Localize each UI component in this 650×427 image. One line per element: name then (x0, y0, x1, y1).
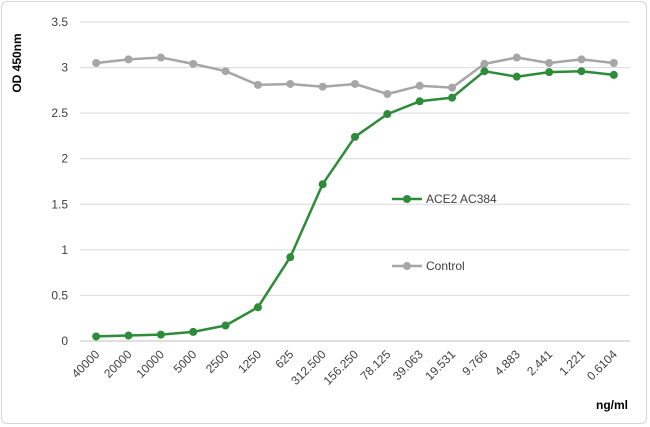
data-point-ace2-ac384 (577, 67, 586, 76)
data-point-control (253, 80, 262, 89)
x-tick-label: 1250 (235, 347, 264, 376)
data-point-control (545, 59, 554, 68)
data-point-control (92, 59, 101, 68)
data-point-ace2-ac384 (286, 253, 295, 262)
y-axis-title: OD 450nm (10, 33, 24, 92)
data-point-ace2-ac384 (448, 93, 457, 102)
legend-marker (403, 195, 411, 203)
data-point-control (286, 79, 295, 88)
x-tick-label: 2500 (203, 347, 232, 376)
data-point-control (512, 53, 521, 62)
gridlines (80, 21, 630, 342)
x-tick-label: 19.531 (422, 347, 458, 383)
data-point-control (415, 81, 424, 90)
data-point-ace2-ac384 (609, 70, 618, 79)
y-tick-label: 1.5 (51, 197, 68, 211)
data-point-control (383, 90, 392, 99)
x-tick-label: 9.766 (459, 347, 490, 378)
x-tick-label: 1.221 (556, 347, 587, 378)
legend: ACE2 AC384 Control (392, 192, 497, 273)
legend-label: Control (426, 259, 465, 273)
x-tick-label: 78.125 (358, 347, 394, 383)
data-point-ace2-ac384 (383, 110, 392, 119)
y-tick-label: 0.5 (51, 288, 68, 302)
x-tick-label: 5000 (171, 347, 200, 376)
x-tick-label: 625 (272, 347, 296, 371)
x-tick-label: 10000 (134, 347, 168, 381)
data-point-control (577, 55, 586, 64)
x-tick-label: 0.6104 (584, 347, 620, 383)
x-tick-label: 40000 (69, 347, 103, 381)
legend-marker (403, 262, 411, 270)
y-tick-label: 3.5 (51, 15, 68, 29)
x-tick-label: 4.883 (492, 347, 523, 378)
data-point-ace2-ac384 (318, 180, 327, 189)
data-point-ace2-ac384 (92, 332, 101, 341)
data-point-ace2-ac384 (512, 72, 521, 81)
data-point-control (189, 59, 198, 68)
data-point-ace2-ac384 (189, 327, 198, 336)
data-point-ace2-ac384 (156, 330, 165, 339)
data-point-ace2-ac384 (351, 132, 359, 141)
series-line-control (96, 56, 614, 96)
data-point-control (480, 59, 489, 68)
data-point-control (351, 79, 359, 88)
x-tick-label: 312.500 (288, 347, 329, 388)
y-tick-label: 1 (61, 243, 68, 257)
data-point-ace2-ac384 (415, 97, 424, 106)
x-tick-label: 156.250 (321, 347, 362, 388)
y-tick-labels: 0 0.5 1 1.5 2 2.5 3 3.5 (51, 15, 68, 348)
data-point-ace2-ac384 (124, 331, 133, 340)
data-point-control (124, 55, 133, 64)
data-point-ace2-ac384 (221, 321, 230, 330)
y-tick-label: 2 (61, 152, 68, 166)
data-point-control (156, 53, 165, 62)
y-tick-label: 0 (61, 334, 68, 348)
x-tick-label: 39.063 (390, 347, 426, 383)
series-layer (92, 53, 618, 341)
data-point-ace2-ac384 (253, 303, 262, 312)
data-point-control (609, 59, 618, 68)
data-point-ace2-ac384 (480, 67, 489, 76)
x-tick-label: 2.441 (524, 347, 555, 378)
y-tick-label: 2.5 (51, 106, 68, 120)
y-tick-label: 3 (61, 61, 68, 75)
data-point-control (221, 67, 230, 76)
x-axis-title: ng/ml (596, 398, 628, 412)
x-tick-label: 20000 (101, 347, 135, 381)
data-point-ace2-ac384 (545, 68, 554, 77)
legend-label: ACE2 AC384 (426, 192, 497, 206)
data-point-control (318, 82, 327, 91)
data-point-control (448, 83, 457, 92)
